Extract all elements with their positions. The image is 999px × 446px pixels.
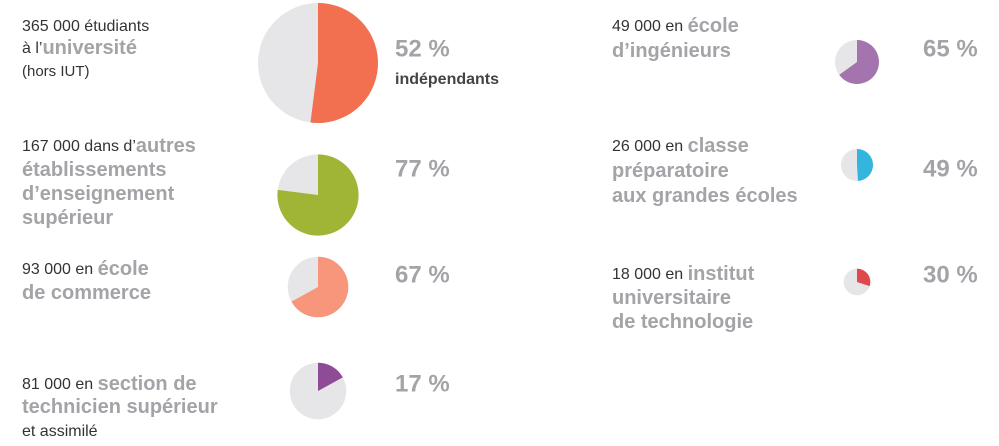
label-segment: institut: [688, 263, 755, 285]
percent-label: 77 %: [395, 155, 450, 182]
pie-slice: [277, 154, 359, 236]
percent-label: 30 %: [923, 261, 978, 288]
percent-label: 49 %: [923, 155, 978, 182]
label-segment: en: [71, 261, 98, 278]
label-line: préparatoire: [612, 160, 729, 182]
pie-slice: [857, 148, 874, 181]
percent-label: 17 %: [395, 370, 450, 397]
label-line: d’ingénieurs: [612, 40, 731, 62]
count-label: 167 000: [22, 138, 80, 155]
pie-slice: [318, 362, 343, 391]
label-line: technicien supérieur: [22, 396, 218, 418]
label-segment: aux grandes écoles: [612, 185, 798, 207]
label-line: et assimilé: [22, 423, 98, 440]
label-segment: dans d’: [80, 138, 136, 155]
label-line: d’enseignement: [22, 183, 175, 205]
pie-slice: [310, 3, 378, 123]
label-line: établissements: [22, 159, 167, 181]
percent-label: 65 %: [923, 35, 978, 62]
label-line: de technologie: [612, 311, 753, 333]
label-segment: établissements: [22, 159, 167, 181]
label-line: 167 000 dans d’autres: [22, 135, 196, 157]
label-line: 365 000 étudiants: [22, 18, 149, 35]
label-segment: en: [661, 18, 688, 35]
label-line: universitaire: [612, 287, 731, 309]
label-segment: d’ingénieurs: [612, 40, 731, 62]
pie-slice: [857, 268, 871, 287]
label-line: 18 000 en institut: [612, 263, 755, 285]
label-segment: d’enseignement: [22, 183, 175, 205]
label-line: 49 000 en école: [612, 15, 739, 37]
label-segment: à l’: [22, 40, 42, 57]
pie-slice: [291, 256, 349, 318]
percent-label: 52 %: [395, 35, 450, 62]
label-segment: section de: [98, 373, 197, 395]
count-label: 93 000: [22, 261, 71, 278]
label-segment: préparatoire: [612, 160, 729, 182]
label-segment: en: [661, 266, 688, 283]
count-label: 18 000: [612, 266, 661, 283]
label-segment: technicien supérieur: [22, 396, 218, 418]
label-line: à l’université: [22, 37, 137, 59]
count-label: 26 000: [612, 138, 661, 155]
label-segment: (hors IUT): [22, 63, 90, 80]
pie-slice: [839, 40, 879, 84]
label-segment: en: [661, 138, 688, 155]
label-segment: de commerce: [22, 282, 151, 304]
label-segment: et assimilé: [22, 423, 98, 440]
label-segment: de technologie: [612, 311, 753, 333]
label-segment: supérieur: [22, 207, 113, 229]
percent-note: indépendants: [395, 71, 499, 88]
label-segment: universitaire: [612, 287, 731, 309]
count-label: 49 000: [612, 18, 661, 35]
label-segment: autres: [136, 135, 196, 157]
percent-label: 67 %: [395, 261, 450, 288]
label-line: supérieur: [22, 207, 113, 229]
count-label: 365 000: [22, 18, 80, 35]
label-segment: université: [42, 37, 136, 59]
count-label: 81 000: [22, 376, 71, 393]
label-line: 26 000 en classe: [612, 135, 749, 157]
label-line: 93 000 en école: [22, 258, 149, 280]
label-segment: école: [688, 15, 739, 37]
label-line: 81 000 en section de: [22, 373, 197, 395]
label-line: de commerce: [22, 282, 151, 304]
label-line: (hors IUT): [22, 63, 90, 80]
label-segment: en: [71, 376, 98, 393]
label-segment: classe: [688, 135, 749, 157]
label-segment: école: [98, 258, 149, 280]
label-segment: étudiants: [80, 18, 149, 35]
label-line: aux grandes écoles: [612, 185, 798, 207]
